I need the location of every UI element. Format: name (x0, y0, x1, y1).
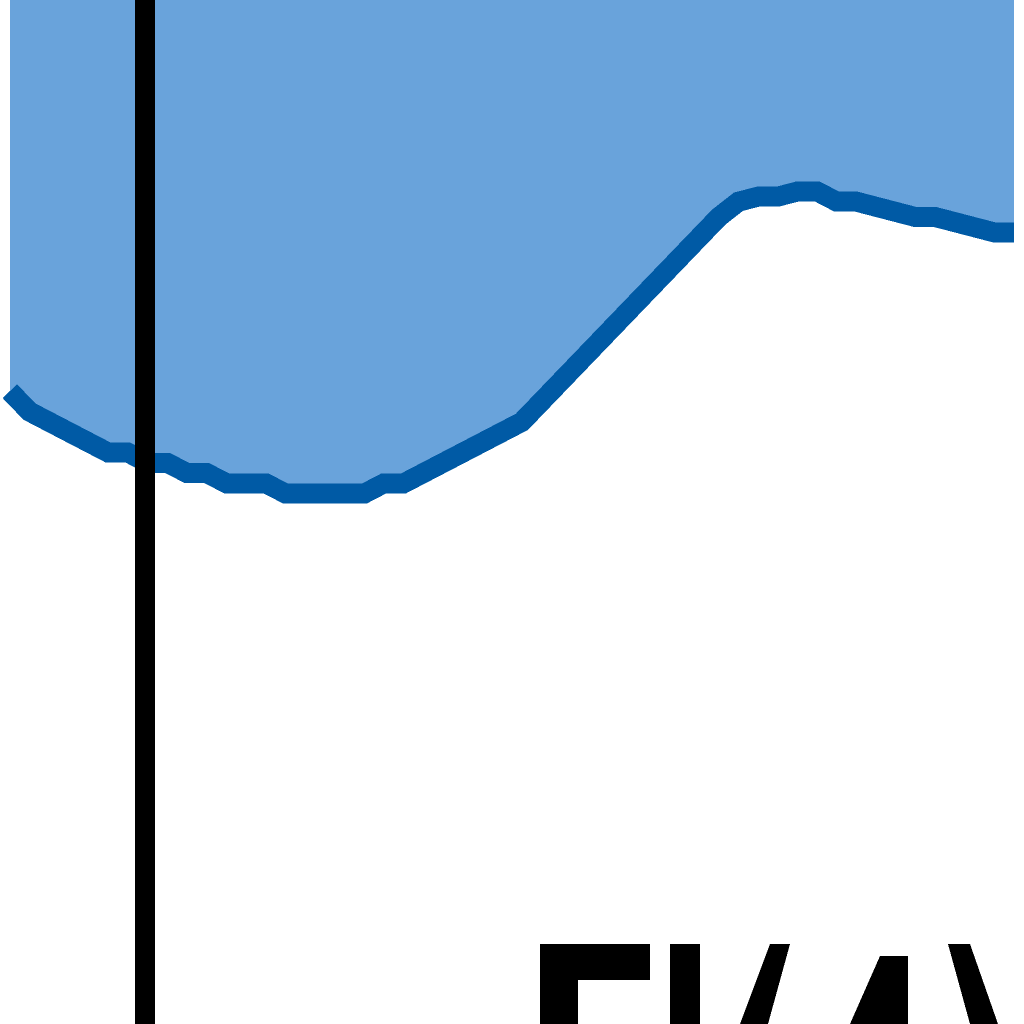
series-point-39 (749, 187, 767, 207)
series-point-49 (946, 212, 964, 232)
series-point-7 (119, 443, 137, 463)
series-point-37 (710, 207, 728, 227)
series-point-2 (21, 402, 39, 422)
series-point-16 (296, 484, 314, 504)
series-point-10 (178, 463, 196, 483)
series-point-28 (533, 391, 551, 411)
series-point-30 (572, 350, 590, 370)
series-point-19 (355, 484, 373, 504)
series-point-20 (375, 473, 393, 493)
tick-label-fragment-i-bar (670, 944, 700, 1024)
series-point-47 (907, 207, 925, 227)
series-point-26 (493, 422, 511, 442)
series-point-42 (808, 181, 826, 201)
series-point-24 (454, 443, 472, 463)
tick-label-fragment-f-top (540, 944, 650, 980)
series-area-fill (9, 0, 1015, 494)
series-point-31 (592, 330, 610, 350)
axis-layer (135, 0, 155, 1024)
tick-label-fragment-slash-a (740, 944, 790, 1024)
series-point-41 (789, 181, 807, 201)
series-point-27 (513, 412, 531, 432)
series-point-38 (729, 192, 747, 212)
series-point-15 (277, 484, 295, 504)
series-point-34 (651, 269, 669, 289)
series-point-43 (828, 192, 846, 212)
series-point-12 (217, 473, 235, 493)
series-point-21 (395, 473, 413, 493)
series-line (2, 181, 1015, 504)
series-point-17 (316, 484, 334, 504)
series-point-22 (414, 463, 432, 483)
series-point-9 (158, 453, 176, 473)
tick-label-fragment-slash-b (850, 956, 908, 1024)
series-point-50 (966, 217, 984, 237)
series-point-25 (473, 432, 491, 452)
series-point-35 (670, 248, 688, 268)
y-axis-line (135, 0, 155, 1024)
series-point-3 (40, 412, 58, 432)
series-point-32 (611, 309, 629, 329)
series-point-51 (985, 222, 1003, 242)
label-layer (540, 944, 998, 1024)
series-point-46 (887, 202, 905, 222)
series-point-6 (99, 443, 117, 463)
series-point-23 (434, 453, 452, 473)
series-point-18 (336, 484, 354, 504)
series-layer (1, 0, 1023, 504)
series-point-44 (848, 192, 866, 212)
series-point-5 (80, 432, 98, 452)
tick-label-fragment-slash-c (948, 944, 998, 1024)
series-point-48 (926, 207, 944, 227)
series-point-11 (198, 463, 216, 483)
series-point-40 (769, 187, 787, 207)
series-point-33 (631, 289, 649, 309)
series-point-4 (60, 422, 78, 442)
series-point-14 (257, 473, 275, 493)
series-point-13 (237, 473, 255, 493)
series-point-1 (1, 381, 19, 401)
series-point-29 (552, 371, 570, 391)
series-point-45 (867, 197, 885, 217)
series-point-52 (1005, 222, 1023, 242)
series-point-36 (690, 228, 708, 248)
